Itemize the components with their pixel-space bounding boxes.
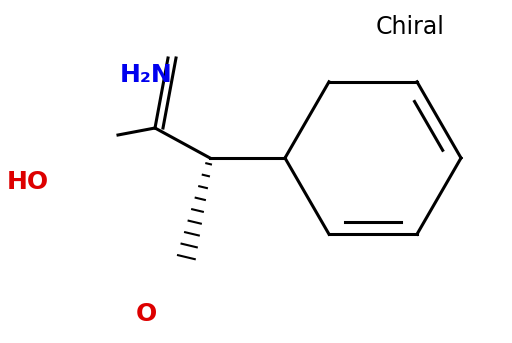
Text: Chiral: Chiral — [375, 15, 444, 39]
Text: H₂N: H₂N — [119, 63, 173, 87]
Text: O: O — [135, 302, 157, 326]
Text: HO: HO — [7, 170, 49, 194]
